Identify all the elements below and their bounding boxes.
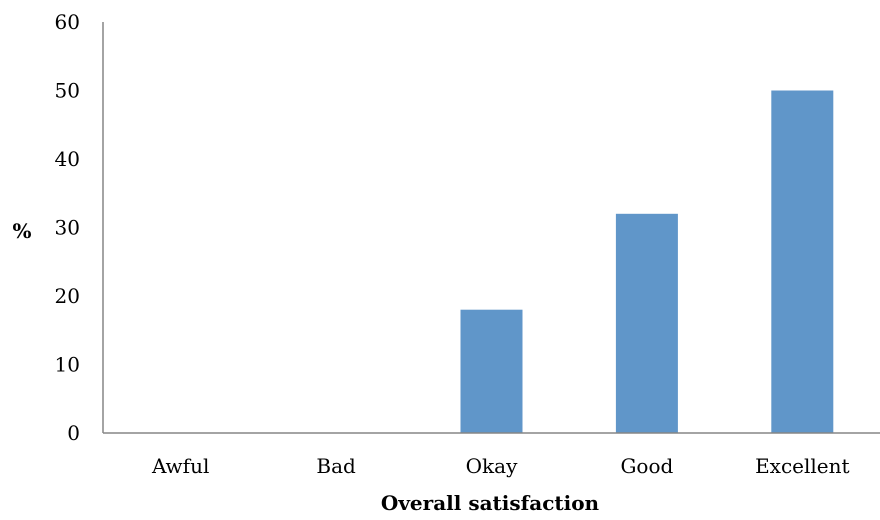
x-category-labels: Awful Bad Okay Good Excellent [151,454,850,478]
bars [461,91,834,434]
x-category-label: Okay [466,454,518,478]
y-tick-label: 40 [55,147,80,171]
y-tick-labels: 0 10 20 30 40 50 60 [55,10,80,445]
y-tick-label: 50 [55,79,80,103]
x-category-label: Good [620,454,673,478]
x-axis-title: Overall satisfaction [381,491,600,515]
y-tick-label: 60 [55,10,80,34]
y-tick-label: 20 [55,284,80,308]
x-category-label: Excellent [755,454,849,478]
bar-excellent [771,91,833,434]
x-category-label: Bad [316,454,356,478]
x-category-label: Awful [151,454,209,478]
y-tick-label: 30 [55,216,80,240]
y-tick-label: 0 [67,421,80,445]
bar-okay [461,310,523,433]
y-axis-title: % [12,219,31,243]
bar-good [616,214,678,433]
y-tick-label: 10 [55,353,80,377]
